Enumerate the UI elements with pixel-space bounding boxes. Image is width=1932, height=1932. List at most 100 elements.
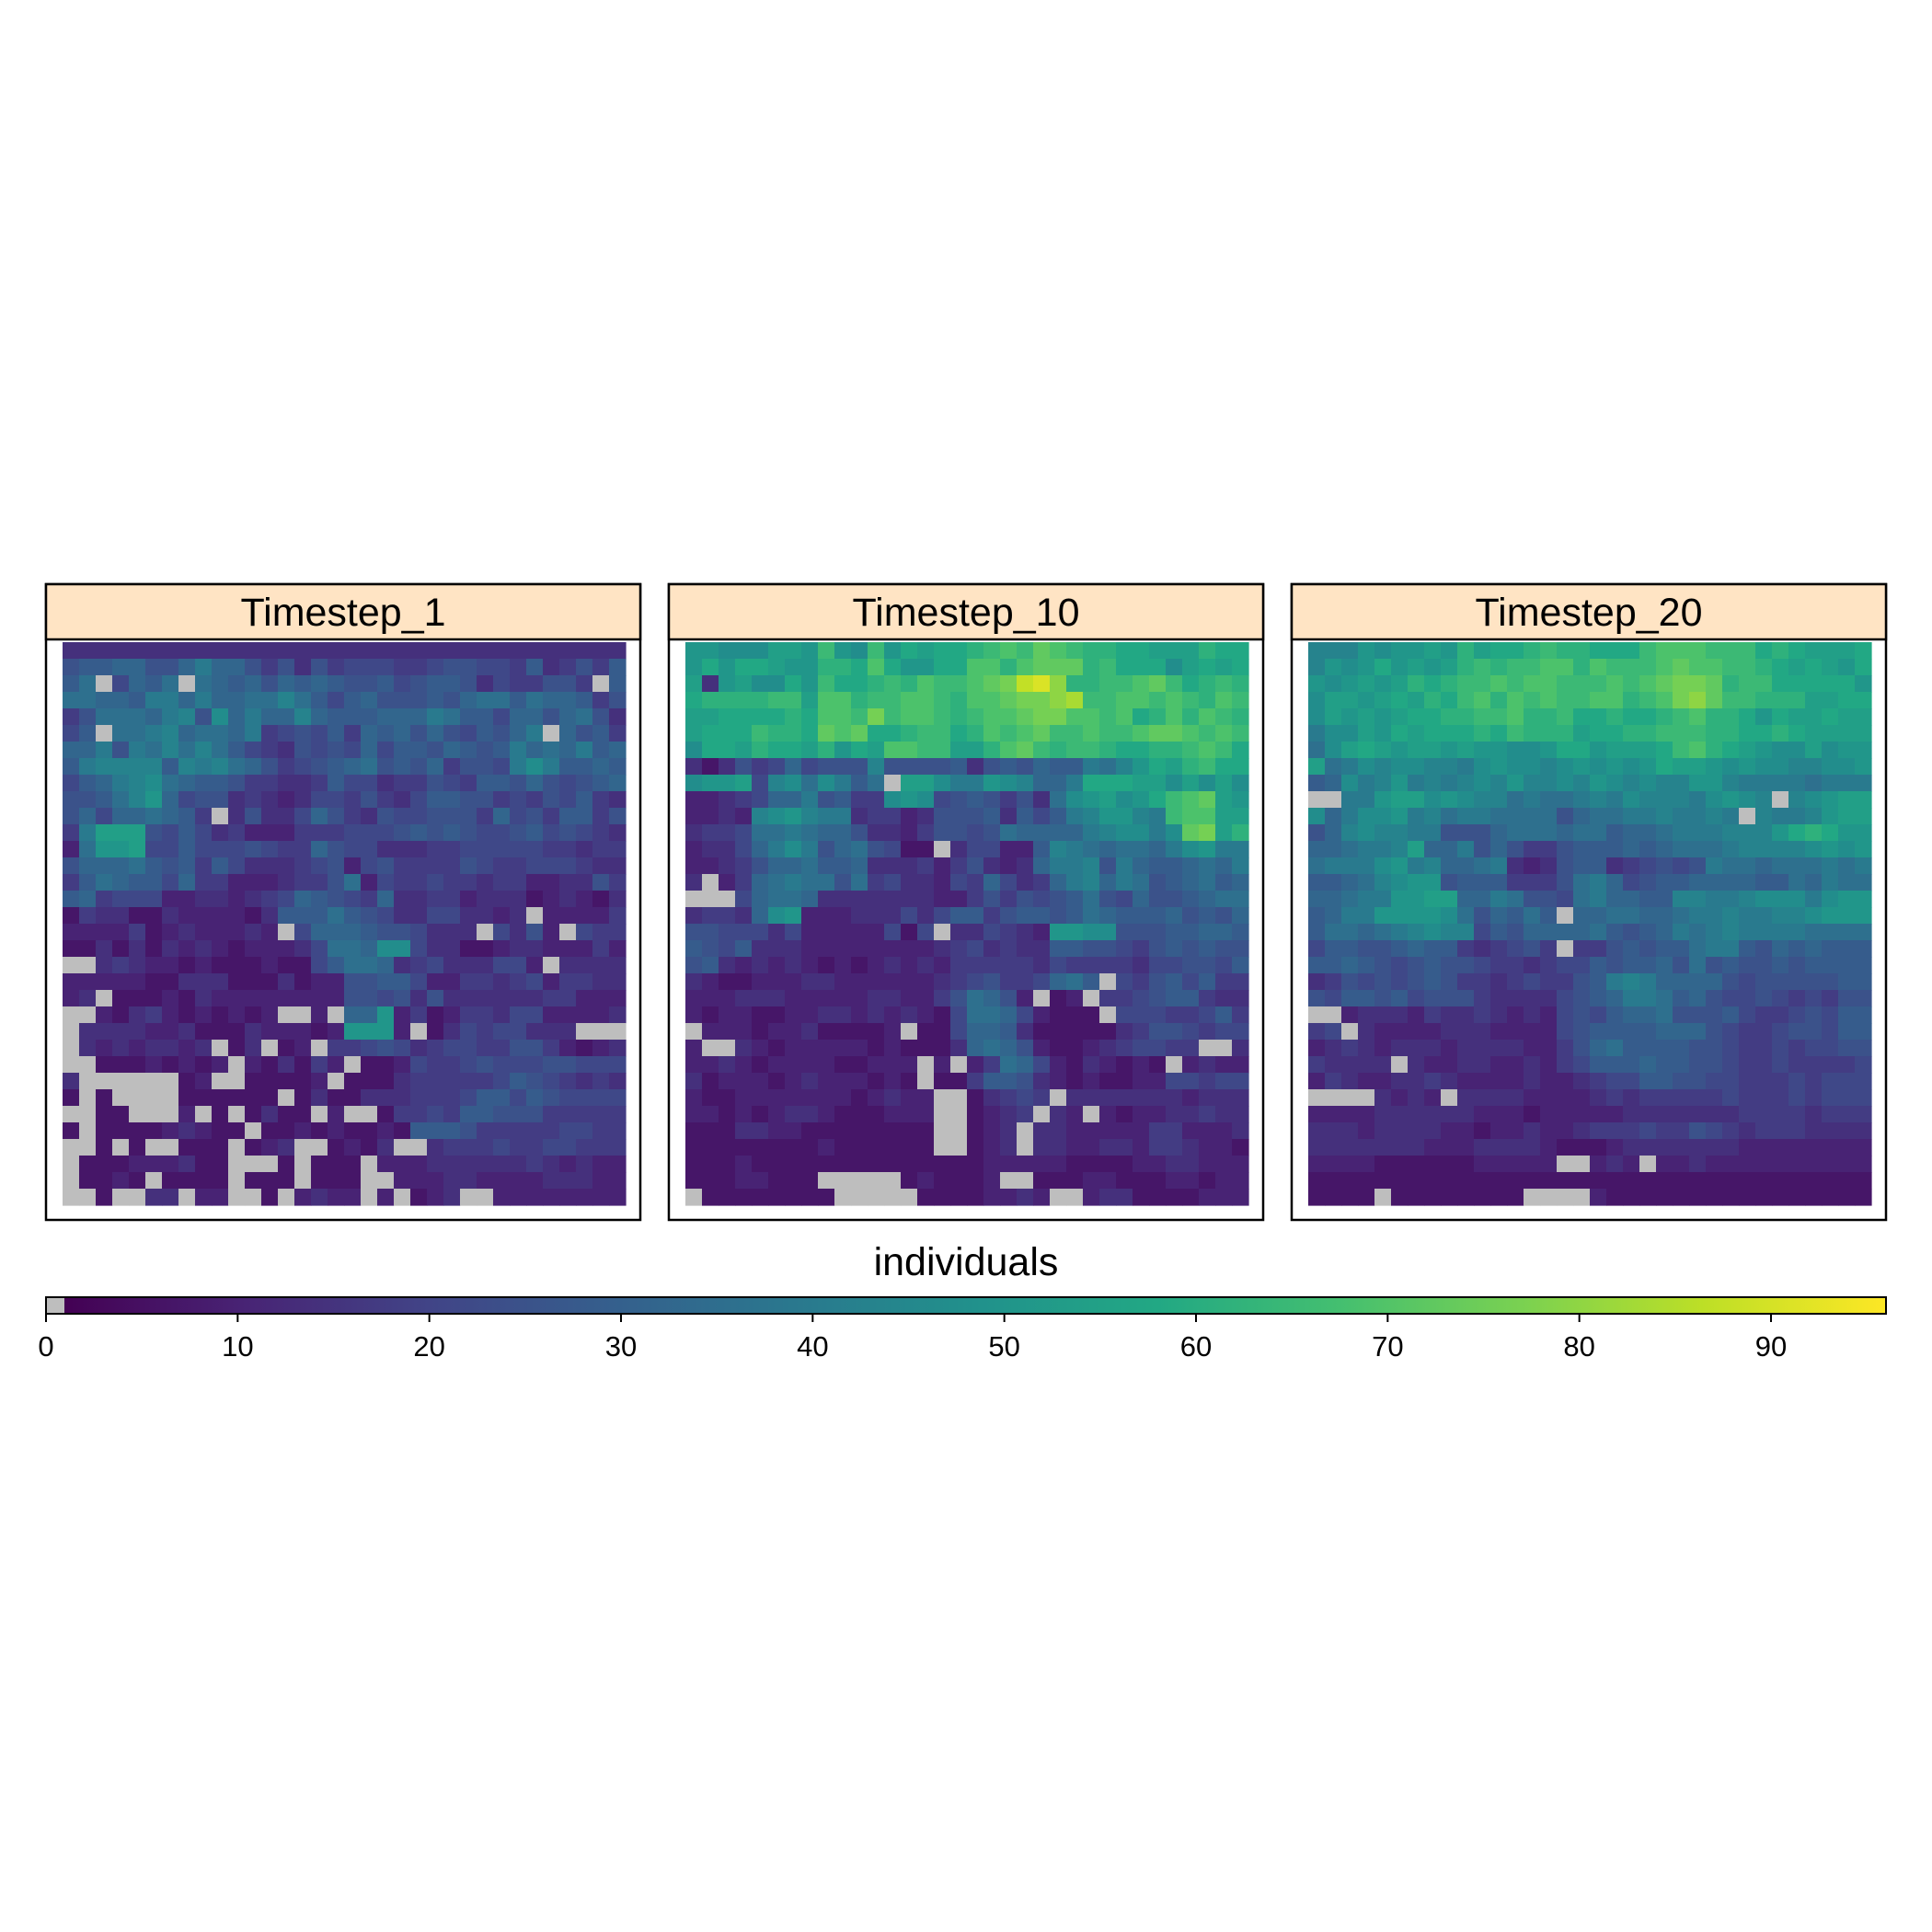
heatmap-cell bbox=[1149, 675, 1167, 693]
heatmap-cell bbox=[1017, 841, 1034, 858]
heatmap-cell bbox=[768, 808, 786, 825]
heatmap-cell bbox=[195, 891, 213, 908]
heatmap-cell bbox=[1199, 924, 1216, 941]
heatmap-cell bbox=[1017, 775, 1034, 792]
heatmap-cell bbox=[735, 1122, 753, 1140]
heatmap-cell bbox=[460, 1073, 477, 1090]
heatmap-cell bbox=[702, 725, 719, 742]
heatmap-cell bbox=[1166, 1023, 1183, 1041]
heatmap-cell bbox=[1606, 1172, 1624, 1190]
heatmap-cell bbox=[261, 1023, 279, 1041]
heatmap-cell bbox=[834, 1156, 852, 1173]
heatmap-cell bbox=[785, 725, 802, 742]
heatmap-cell bbox=[1623, 742, 1640, 759]
heatmap-cell bbox=[901, 841, 918, 858]
heatmap-cell bbox=[328, 907, 345, 925]
heatmap-cell bbox=[1066, 940, 1084, 958]
heatmap-cell bbox=[1855, 659, 1872, 676]
heatmap-cell bbox=[834, 1023, 852, 1041]
heatmap-cell bbox=[685, 990, 703, 1007]
heatmap-cell bbox=[1374, 1089, 1392, 1107]
heatmap-cell bbox=[1457, 1089, 1475, 1107]
heatmap-cell bbox=[719, 1139, 736, 1156]
heatmap-cell bbox=[1639, 1122, 1657, 1140]
heatmap-cell bbox=[609, 1006, 627, 1024]
heatmap-cell bbox=[1066, 973, 1084, 991]
heatmap-cell bbox=[178, 1089, 196, 1107]
heatmap-cell bbox=[1623, 1023, 1640, 1041]
heatmap-cell bbox=[735, 824, 753, 842]
heatmap-cell bbox=[685, 907, 703, 925]
heatmap-cell bbox=[1116, 708, 1133, 726]
heatmap-cell bbox=[1838, 758, 1856, 776]
heatmap-cell bbox=[1706, 1122, 1723, 1140]
heatmap-cell bbox=[294, 1073, 312, 1090]
heatmap-cell bbox=[950, 957, 968, 974]
heatmap-cell bbox=[1083, 891, 1100, 908]
heatmap-cell bbox=[1341, 1006, 1359, 1024]
heatmap-cell bbox=[1673, 1040, 1690, 1057]
heatmap-cell bbox=[1166, 1156, 1183, 1173]
heatmap-cell bbox=[1033, 1189, 1051, 1206]
heatmap-cell bbox=[1656, 642, 1673, 660]
heatmap-cell bbox=[543, 891, 560, 908]
heatmap-cell bbox=[1474, 791, 1491, 809]
heatmap-cell bbox=[1689, 642, 1707, 660]
heatmap-cell bbox=[950, 1073, 968, 1090]
heatmap-cell bbox=[1855, 1189, 1872, 1206]
heatmap-cell bbox=[1855, 940, 1872, 958]
heatmap-cell bbox=[1017, 973, 1034, 991]
heatmap-cell bbox=[1325, 775, 1342, 792]
heatmap-cell bbox=[1490, 1006, 1508, 1024]
heatmap-cell bbox=[851, 1189, 868, 1206]
heatmap-cell bbox=[1557, 1122, 1574, 1140]
heatmap-cell bbox=[1441, 659, 1458, 676]
heatmap-cell bbox=[685, 742, 703, 759]
heatmap-cell bbox=[934, 841, 951, 858]
heatmap-cell bbox=[1639, 659, 1657, 676]
heatmap-cell bbox=[1656, 1106, 1673, 1123]
heatmap-cell bbox=[162, 692, 179, 709]
heatmap-cell bbox=[719, 1122, 736, 1140]
heatmap-cell bbox=[1838, 1189, 1856, 1206]
heatmap-cell bbox=[245, 1023, 262, 1041]
heatmap-cell bbox=[245, 1122, 262, 1140]
heatmap-cell bbox=[934, 874, 951, 891]
heatmap-cell bbox=[245, 824, 262, 842]
heatmap-cell bbox=[1232, 692, 1249, 709]
heatmap-cell bbox=[1507, 924, 1524, 941]
heatmap-cell bbox=[477, 957, 494, 974]
heatmap-cell bbox=[719, 957, 736, 974]
heatmap-cell bbox=[884, 1089, 902, 1107]
heatmap-cell bbox=[129, 1122, 146, 1140]
heatmap-cell bbox=[377, 1073, 395, 1090]
heatmap-cell bbox=[1408, 1156, 1425, 1173]
heatmap-cell bbox=[559, 642, 577, 660]
heatmap-cell bbox=[1408, 874, 1425, 891]
heatmap-cell bbox=[1788, 1040, 1806, 1057]
heatmap-cell bbox=[1623, 708, 1640, 726]
heatmap-cell bbox=[1706, 1189, 1723, 1206]
heatmap-cell bbox=[1182, 725, 1200, 742]
heatmap-cell bbox=[245, 808, 262, 825]
heatmap-cell bbox=[1540, 775, 1558, 792]
heatmap-cell bbox=[801, 692, 819, 709]
heatmap-cell bbox=[278, 742, 295, 759]
heatmap-cell bbox=[1000, 924, 1018, 941]
heatmap-cell bbox=[1838, 990, 1856, 1007]
heatmap-cell bbox=[1033, 857, 1051, 875]
heatmap-cell bbox=[510, 708, 527, 726]
heatmap-cell bbox=[162, 1106, 179, 1123]
heatmap-cell bbox=[328, 824, 345, 842]
heatmap-cell bbox=[1391, 1006, 1409, 1024]
heatmap-cell bbox=[1623, 857, 1640, 875]
heatmap-cell bbox=[592, 1139, 610, 1156]
heatmap-cell bbox=[1391, 1023, 1409, 1041]
heatmap-cell bbox=[245, 1006, 262, 1024]
heatmap-cell bbox=[1199, 725, 1216, 742]
strip-background bbox=[667, 582, 1265, 641]
heatmap-cell bbox=[1490, 957, 1508, 974]
heatmap-cell bbox=[112, 891, 130, 908]
heatmap-cell bbox=[901, 791, 918, 809]
heatmap-cell bbox=[1099, 1023, 1117, 1041]
